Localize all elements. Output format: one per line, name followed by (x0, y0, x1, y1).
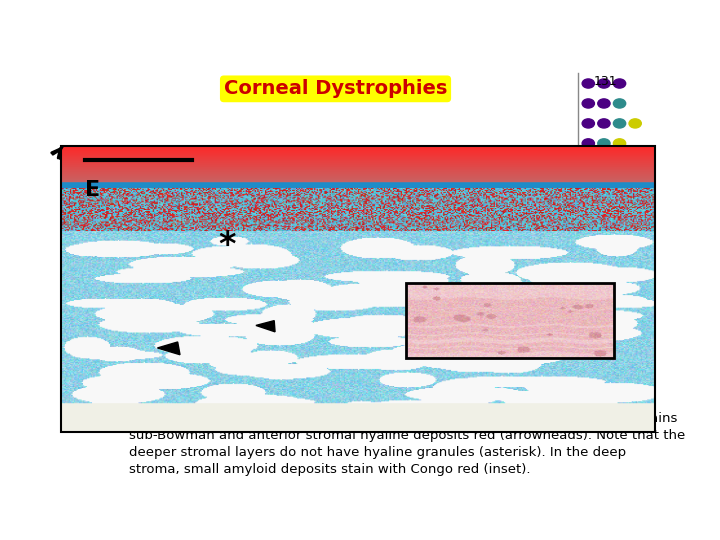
Text: E: E (85, 180, 100, 200)
Circle shape (582, 199, 595, 208)
Polygon shape (256, 321, 275, 332)
Circle shape (582, 219, 595, 228)
Circle shape (613, 119, 626, 128)
Circle shape (613, 159, 626, 168)
Circle shape (582, 119, 595, 128)
Bar (61, 146, 655, 432)
Circle shape (582, 179, 595, 188)
Circle shape (598, 99, 610, 108)
Text: Granular corneal dystrophy, type 2: Granular corneal dystrophy, type 2 (129, 408, 391, 421)
Circle shape (613, 139, 626, 148)
Circle shape (613, 199, 626, 208)
Circle shape (582, 159, 595, 168)
Text: Corneal Dystrophies: Corneal Dystrophies (224, 79, 447, 98)
Text: Granular corneal dystrophy, type 2: Granular corneal dystrophy, type 2 (129, 408, 391, 421)
Circle shape (613, 79, 626, 88)
Circle shape (598, 79, 610, 88)
Circle shape (598, 199, 610, 208)
Circle shape (582, 79, 595, 88)
Circle shape (598, 179, 610, 188)
Circle shape (613, 179, 626, 188)
Circle shape (598, 159, 610, 168)
Circle shape (582, 99, 595, 108)
Circle shape (582, 139, 595, 148)
Polygon shape (158, 342, 180, 355)
Text: Granular corneal dystrophy, type 2. E, Light microscopy—Masson trichrome stains
: Granular corneal dystrophy, type 2. E, L… (129, 412, 685, 476)
Circle shape (598, 139, 610, 148)
Circle shape (629, 179, 642, 188)
Circle shape (629, 159, 642, 168)
Bar (405, 283, 613, 357)
Text: *: * (219, 230, 236, 262)
Circle shape (598, 219, 610, 228)
Text: 131: 131 (594, 75, 617, 88)
Circle shape (598, 119, 610, 128)
Circle shape (629, 119, 642, 128)
Circle shape (613, 99, 626, 108)
